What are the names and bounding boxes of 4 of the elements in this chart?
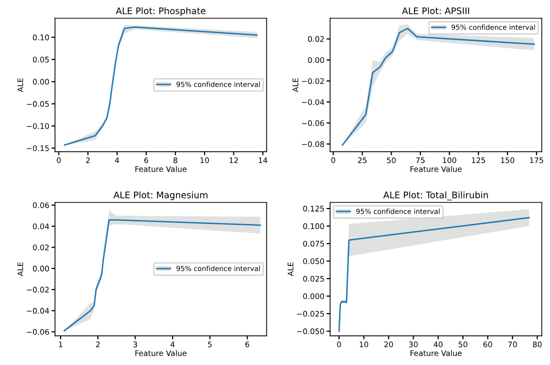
chart-title: ALE Plot: Phosphate (116, 7, 206, 16)
chart-title: ALE Plot: Magnesium (114, 191, 208, 200)
chart-title: ALE Plot: Total_Bilirubin (383, 191, 488, 200)
chart-title: ALE Plot: APSIII (402, 7, 470, 14)
